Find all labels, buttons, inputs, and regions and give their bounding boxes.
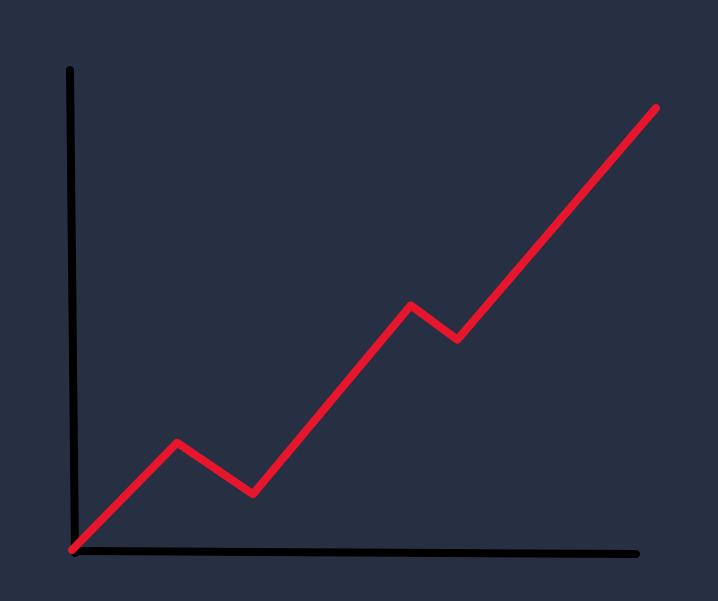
series-layer [68,104,660,554]
x-axis [71,547,640,558]
series-line-0 [68,104,660,554]
y-axis [66,66,79,557]
